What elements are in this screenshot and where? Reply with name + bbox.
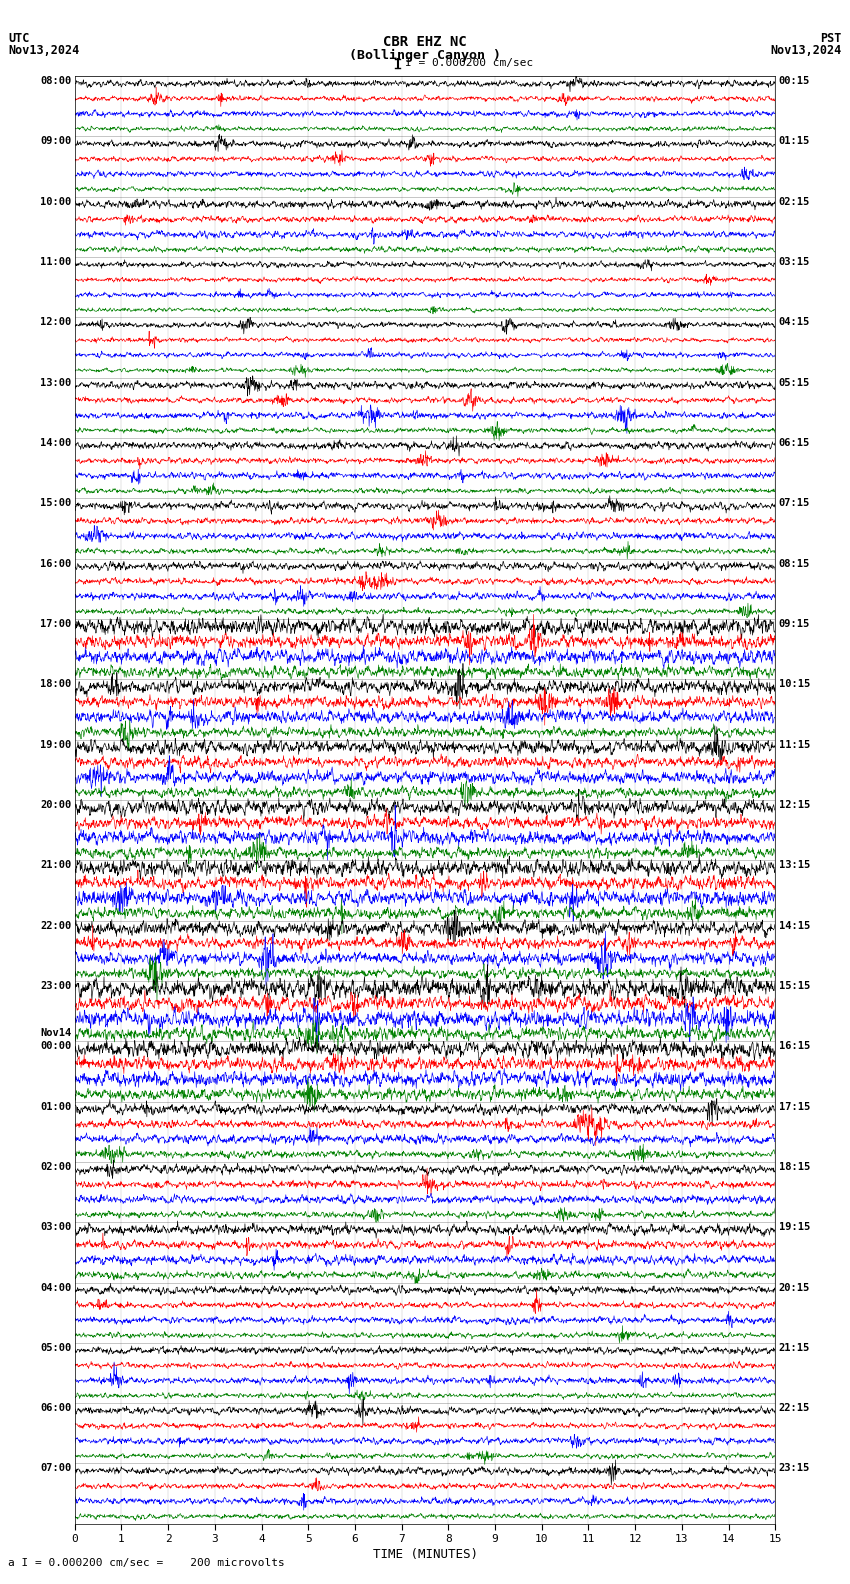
Text: 03:15: 03:15 — [779, 257, 810, 268]
Text: 11:00: 11:00 — [40, 257, 71, 268]
Text: 04:00: 04:00 — [40, 1283, 71, 1293]
Text: 07:00: 07:00 — [40, 1464, 71, 1473]
Text: Nov13,2024: Nov13,2024 — [770, 44, 842, 57]
Text: 08:15: 08:15 — [779, 559, 810, 569]
Text: 09:00: 09:00 — [40, 136, 71, 146]
Text: 23:15: 23:15 — [779, 1464, 810, 1473]
Text: 14:15: 14:15 — [779, 920, 810, 930]
Text: I = 0.000200 cm/sec: I = 0.000200 cm/sec — [405, 59, 533, 68]
Text: 22:15: 22:15 — [779, 1403, 810, 1413]
Text: PST: PST — [820, 32, 842, 44]
Text: 01:15: 01:15 — [779, 136, 810, 146]
Text: 23:00: 23:00 — [40, 980, 71, 992]
Text: 19:00: 19:00 — [40, 740, 71, 749]
Text: 16:15: 16:15 — [779, 1041, 810, 1052]
Text: 06:00: 06:00 — [40, 1403, 71, 1413]
Text: 03:00: 03:00 — [40, 1223, 71, 1232]
Text: 19:15: 19:15 — [779, 1223, 810, 1232]
Text: 05:15: 05:15 — [779, 377, 810, 388]
Text: 00:00: 00:00 — [40, 1041, 71, 1052]
Text: 20:00: 20:00 — [40, 800, 71, 809]
Text: Nov14: Nov14 — [40, 1028, 71, 1039]
Text: 13:15: 13:15 — [779, 860, 810, 870]
Text: 09:15: 09:15 — [779, 619, 810, 629]
Text: 11:15: 11:15 — [779, 740, 810, 749]
Text: 04:15: 04:15 — [779, 317, 810, 328]
Text: CBR EHZ NC: CBR EHZ NC — [383, 35, 467, 49]
Text: 07:15: 07:15 — [779, 499, 810, 508]
X-axis label: TIME (MINUTES): TIME (MINUTES) — [372, 1549, 478, 1562]
Text: 06:15: 06:15 — [779, 437, 810, 448]
Text: 13:00: 13:00 — [40, 377, 71, 388]
Text: 21:15: 21:15 — [779, 1343, 810, 1353]
Text: 16:00: 16:00 — [40, 559, 71, 569]
Text: 10:00: 10:00 — [40, 196, 71, 206]
Text: 21:00: 21:00 — [40, 860, 71, 870]
Text: 15:15: 15:15 — [779, 980, 810, 992]
Text: 12:00: 12:00 — [40, 317, 71, 328]
Text: 18:15: 18:15 — [779, 1163, 810, 1172]
Text: Nov13,2024: Nov13,2024 — [8, 44, 80, 57]
Text: 02:00: 02:00 — [40, 1163, 71, 1172]
Text: UTC: UTC — [8, 32, 30, 44]
Text: 12:15: 12:15 — [779, 800, 810, 809]
Text: (Bollinger Canyon ): (Bollinger Canyon ) — [349, 49, 501, 62]
Text: 05:00: 05:00 — [40, 1343, 71, 1353]
Text: 17:15: 17:15 — [779, 1101, 810, 1112]
Text: 02:15: 02:15 — [779, 196, 810, 206]
Text: 20:15: 20:15 — [779, 1283, 810, 1293]
Text: 00:15: 00:15 — [779, 76, 810, 86]
Text: 10:15: 10:15 — [779, 680, 810, 689]
Text: 18:00: 18:00 — [40, 680, 71, 689]
Text: 22:00: 22:00 — [40, 920, 71, 930]
Text: 08:00: 08:00 — [40, 76, 71, 86]
Text: 17:00: 17:00 — [40, 619, 71, 629]
Text: a I = 0.000200 cm/sec =    200 microvolts: a I = 0.000200 cm/sec = 200 microvolts — [8, 1559, 286, 1568]
Text: 01:00: 01:00 — [40, 1101, 71, 1112]
Text: 14:00: 14:00 — [40, 437, 71, 448]
Text: 15:00: 15:00 — [40, 499, 71, 508]
